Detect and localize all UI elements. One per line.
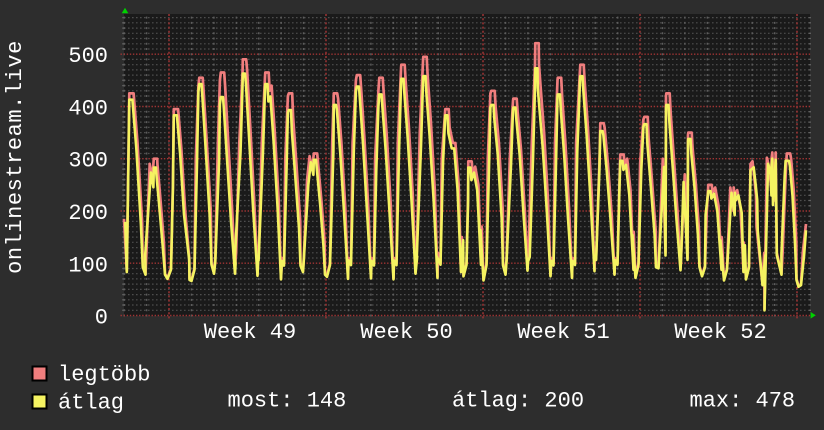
svg-text:0: 0 [95,305,108,330]
svg-text:Week 52: Week 52 [674,320,766,345]
svg-text:Week 51: Week 51 [517,320,609,345]
svg-text:200: 200 [68,201,108,226]
svg-text:300: 300 [68,149,108,174]
svg-text:onlinestream.live: onlinestream.live [3,40,28,274]
svg-text:Week 49: Week 49 [204,320,296,345]
svg-text:100: 100 [68,253,108,278]
svg-text:Week 50: Week 50 [360,320,452,345]
svg-text:átlag: 200: átlag: 200 [452,389,584,414]
svg-text:max: 478: max: 478 [690,389,796,414]
svg-text:400: 400 [68,97,108,122]
svg-text:legtöbb: legtöbb [58,363,150,388]
svg-text:most: 148: most: 148 [228,389,347,414]
svg-text:átlag: átlag [58,391,124,416]
svg-text:500: 500 [68,44,108,69]
